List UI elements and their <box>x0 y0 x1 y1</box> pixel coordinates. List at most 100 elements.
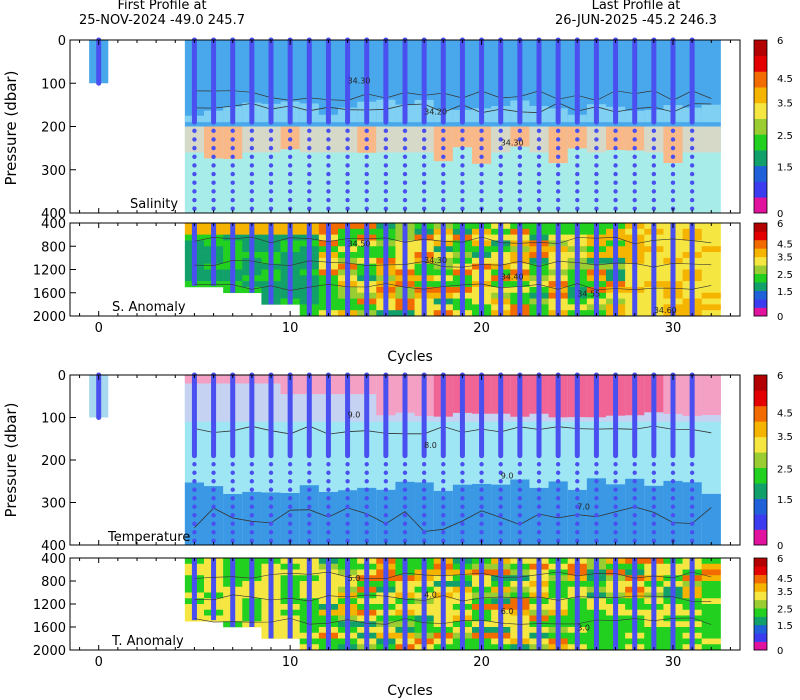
anomaly-cell <box>701 569 722 576</box>
profile-sample-dot <box>460 462 465 467</box>
profile-sample-dot <box>594 479 599 484</box>
profile-sample-dot <box>517 154 523 159</box>
profile-sample-dot <box>230 479 235 484</box>
profile-sample-dot <box>402 513 408 518</box>
colorbar-tick-label: 3.5 <box>777 98 793 109</box>
profile-sample-dot <box>268 462 274 467</box>
profile-sample-dot <box>689 504 695 509</box>
profile-sample-dot <box>594 154 599 159</box>
profile-sample-dot <box>613 154 618 159</box>
profile-sample-dot <box>230 137 235 142</box>
profile-sample-dot <box>287 154 293 159</box>
contour-label: 34.20 <box>424 107 447 116</box>
profile-sample-dot <box>555 206 561 211</box>
y-tick-label: 2000 <box>33 644 66 659</box>
anomaly-cell <box>701 558 722 565</box>
profile-sample-dot <box>460 487 465 492</box>
profile-sample-dot <box>632 504 637 509</box>
profile-sample-dot <box>441 521 446 526</box>
profile-sample-dot <box>421 538 427 543</box>
profile-sample-dot <box>441 530 446 535</box>
profile-sample-dot <box>383 145 389 151</box>
profile-sample-dot <box>287 470 293 475</box>
profile-sample-dot <box>383 504 389 509</box>
profile-sample-dot <box>594 171 599 177</box>
profile-sample-dot <box>383 137 389 142</box>
profile-sample-dot <box>460 530 465 535</box>
colorbar-tick-label: 4.5 <box>777 74 793 85</box>
profile-sample-dot <box>689 470 695 475</box>
profile-sample-dot <box>230 145 235 151</box>
profile-sample-dot <box>689 128 695 134</box>
profile-sample-dot <box>345 137 350 142</box>
profile-sample-dot <box>364 145 369 151</box>
profile-sample-dot <box>345 538 350 543</box>
colorbar-segment <box>754 599 767 609</box>
profile-sample-dot <box>594 504 599 509</box>
profile-sample-dot <box>651 530 657 535</box>
colorbar-segment <box>754 421 767 438</box>
profile-sample-dot <box>498 479 503 484</box>
profile-sample-dot <box>651 462 657 467</box>
x-tick-label: 30 <box>665 655 682 670</box>
colorbar-tick-label: 4.5 <box>777 574 793 585</box>
profile-sample-dot <box>364 496 369 501</box>
colorbar-segment <box>754 55 767 72</box>
colorbar-segment <box>754 134 767 151</box>
profile-sample-dot <box>632 513 637 518</box>
plot-area-salinity-upper <box>89 37 721 213</box>
profile-sample-dot <box>249 513 255 518</box>
temperature-cold-cell <box>586 478 606 545</box>
profile-sample-dot <box>421 154 427 159</box>
profile-sample-dot <box>402 154 408 159</box>
profile-sample-dot <box>460 521 465 526</box>
contour-label: 34.60 <box>654 306 677 315</box>
profile-sample-dot <box>670 470 676 475</box>
profile-sample-dot <box>268 154 274 159</box>
profile-sample-dot <box>498 513 503 518</box>
colorbar-tick-label: 2.5 <box>777 131 793 142</box>
profile-sample-dot <box>498 470 503 475</box>
profile-sample-dot <box>536 504 542 509</box>
profile-sample-dot <box>230 470 235 475</box>
profile-sample-dot <box>230 504 235 509</box>
profile-sample-dot <box>460 163 465 168</box>
profile-sample-dot <box>326 479 331 484</box>
profile-sample-dot <box>460 206 465 211</box>
profile-sample-dot <box>268 496 274 501</box>
colorbar-tick-label: 2.5 <box>777 465 793 476</box>
colorbar-tick-label: 4.5 <box>777 408 793 419</box>
profile-sample-dot <box>268 470 274 475</box>
salinity-high-cell <box>433 126 453 162</box>
profile-sample-dot <box>613 163 618 168</box>
profile-sample-dot <box>555 504 561 509</box>
y-tick-label: 400 <box>41 539 66 554</box>
profile-sample-dot <box>230 496 235 501</box>
profile-sample-dot <box>249 137 255 142</box>
profile-sample-dot <box>670 145 676 151</box>
profile-sample-dot <box>307 479 312 484</box>
axes-salinity-anomaly: 400 800 1200 1600 2000 0 10 20 30 34.50 34.30 34.40… <box>33 217 741 336</box>
x-tick-label: 10 <box>282 655 299 670</box>
profile-sample-dot <box>536 462 542 467</box>
profile-sample-dot <box>421 470 427 475</box>
profile-sample-dot <box>268 180 274 185</box>
profile-sample-dot <box>364 513 369 518</box>
colorbar-segment <box>754 71 767 88</box>
profile-sample-dot <box>421 163 427 168</box>
profile-sample-dot <box>383 470 389 475</box>
anomaly-cell <box>701 304 722 311</box>
profile-sample-dot <box>517 145 523 151</box>
profile-sample-dot <box>192 180 197 185</box>
contour-label: 4.0 <box>424 591 437 600</box>
colorbar-segment <box>754 641 767 651</box>
colorbar-segment <box>754 197 767 214</box>
salinity-high-cell <box>204 126 224 159</box>
profile-sample-dot <box>575 479 580 484</box>
colorbar-segment <box>754 633 767 642</box>
profile-sample-dot <box>211 163 216 168</box>
profile-sample-dot <box>517 189 523 194</box>
profile-sample-dot <box>632 521 637 526</box>
profile-sample-dot <box>307 163 312 168</box>
profile-sample-dot <box>632 171 637 177</box>
